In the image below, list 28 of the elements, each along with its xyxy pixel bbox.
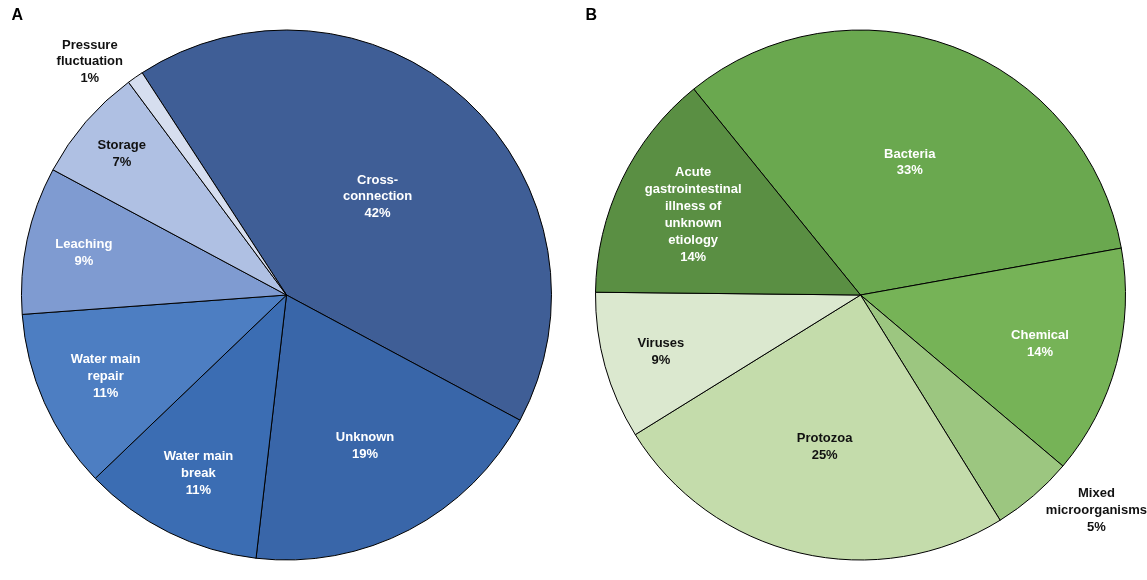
chart-title: A: [11, 5, 24, 23]
data-label: 11%: [185, 481, 212, 497]
slice-label: Mixed microorganisms: [1045, 485, 1147, 518]
slice-label: Water main break: [163, 447, 234, 480]
slice-label: Water main repair: [70, 351, 141, 384]
data-label: 7%: [112, 153, 132, 169]
data-label: 19%: [352, 446, 379, 462]
data-label: 14%: [680, 248, 707, 264]
data-label: 5%: [1087, 518, 1107, 534]
data-label: 25%: [811, 447, 839, 463]
data-label: 9%: [651, 351, 671, 367]
slice-label: Leaching: [55, 235, 113, 251]
slice-label: Protozoa: [796, 430, 854, 446]
data-label: 9%: [74, 252, 94, 268]
slice-label: Storage: [97, 136, 147, 152]
slice-label: Pressure fluctuation: [56, 36, 124, 69]
slice-label: Viruses: [637, 334, 685, 350]
slice-label: Acute gastrointestinal illness of unknown etiology: [644, 164, 742, 247]
data-label: 33%: [896, 162, 924, 178]
slice-label: Cross-connection: [342, 171, 413, 204]
slice-label: Bacteria: [884, 145, 937, 161]
data-label: 42%: [364, 205, 392, 221]
data-label: 14%: [1027, 344, 1054, 360]
slice-label: Chemical: [1011, 327, 1069, 343]
chart-title: B: [585, 5, 598, 23]
slice-label: Unknown: [335, 429, 395, 445]
data-label: 1%: [80, 70, 100, 86]
data-label: 11%: [92, 384, 119, 400]
